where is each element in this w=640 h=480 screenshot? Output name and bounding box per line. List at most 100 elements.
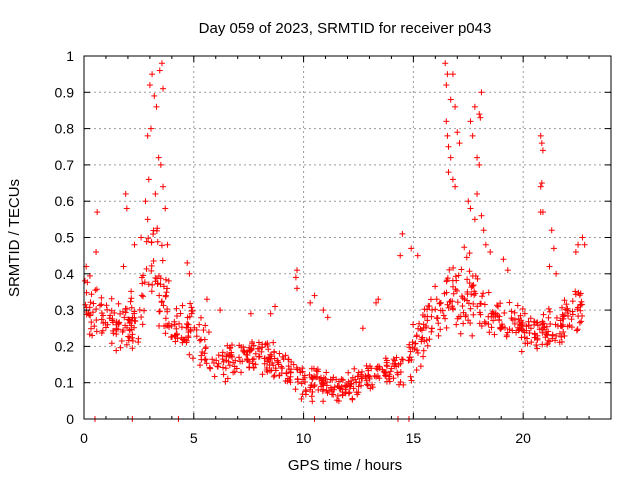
data-point xyxy=(497,325,504,332)
data-point-outlier xyxy=(452,103,459,110)
data-point xyxy=(355,389,362,396)
data-point xyxy=(87,325,94,332)
data-point xyxy=(138,274,145,281)
data-point xyxy=(184,321,191,328)
data-point xyxy=(394,371,401,378)
data-point xyxy=(261,355,268,362)
data-point xyxy=(117,310,124,317)
data-point xyxy=(561,297,568,304)
data-point xyxy=(102,324,109,331)
data-point xyxy=(113,331,120,338)
data-point xyxy=(120,327,127,334)
data-point xyxy=(319,377,326,384)
data-point xyxy=(187,327,194,334)
data-point xyxy=(417,326,424,333)
data-point xyxy=(303,388,310,395)
data-point xyxy=(297,369,304,376)
data-point xyxy=(395,361,402,368)
data-point-outlier xyxy=(307,299,314,306)
data-point xyxy=(129,334,136,341)
data-point xyxy=(428,325,435,332)
data-point xyxy=(264,358,271,365)
data-point xyxy=(219,364,226,371)
data-point xyxy=(115,321,122,328)
data-point xyxy=(546,308,553,315)
data-point xyxy=(354,373,361,380)
data-point xyxy=(405,357,412,364)
data-point xyxy=(511,316,518,323)
data-point xyxy=(406,354,413,361)
data-point xyxy=(93,306,100,313)
data-point xyxy=(160,283,167,290)
data-point-outlier xyxy=(476,161,483,168)
data-point xyxy=(283,370,290,377)
data-point xyxy=(466,268,473,275)
data-point xyxy=(579,312,586,319)
data-point xyxy=(162,315,169,322)
data-point-outlier xyxy=(445,143,452,150)
data-point xyxy=(392,360,399,367)
data-point-outlier xyxy=(272,303,279,310)
data-point xyxy=(307,386,314,393)
data-point xyxy=(93,286,100,293)
data-point xyxy=(115,300,122,307)
data-point xyxy=(410,321,417,328)
data-point xyxy=(285,356,292,363)
data-point xyxy=(545,305,552,312)
data-point xyxy=(201,356,208,363)
data-point xyxy=(557,317,564,324)
data-point xyxy=(420,347,427,354)
data-point xyxy=(252,361,259,368)
data-point-outlier xyxy=(144,216,151,223)
data-point-outlier xyxy=(452,183,459,190)
data-point xyxy=(559,323,566,330)
data-point xyxy=(461,244,468,251)
data-point xyxy=(525,322,532,329)
data-point xyxy=(299,391,306,398)
data-point xyxy=(421,306,428,313)
data-point xyxy=(420,353,427,360)
data-point xyxy=(419,311,426,318)
data-point xyxy=(482,320,489,327)
data-point xyxy=(292,386,299,393)
data-point xyxy=(139,321,146,328)
data-point xyxy=(206,364,213,371)
data-point xyxy=(342,386,349,393)
data-point xyxy=(508,315,515,322)
data-point xyxy=(515,315,522,322)
data-point xyxy=(513,329,520,336)
data-point xyxy=(89,309,96,316)
data-point-outlier xyxy=(477,114,484,121)
data-point xyxy=(366,363,373,370)
data-point xyxy=(109,319,116,326)
data-point-outlier xyxy=(324,314,331,321)
x-axis-label: GPS time / hours xyxy=(288,457,402,474)
data-point-outlier xyxy=(443,118,450,125)
data-point xyxy=(363,377,370,384)
axes xyxy=(83,55,612,420)
data-point xyxy=(176,320,183,327)
data-point-outlier xyxy=(311,292,318,299)
data-point-outlier xyxy=(487,249,494,256)
data-point xyxy=(158,298,165,305)
data-point xyxy=(518,322,525,329)
data-point xyxy=(470,300,477,307)
y-tick-label: 0.7 xyxy=(55,157,75,173)
data-point xyxy=(498,321,505,328)
data-point xyxy=(150,257,157,264)
data-point xyxy=(474,303,481,310)
data-point xyxy=(156,292,163,299)
data-point xyxy=(351,365,358,372)
data-point xyxy=(462,312,469,319)
data-point xyxy=(464,288,471,295)
data-point xyxy=(397,369,404,376)
data-point xyxy=(99,327,106,334)
data-point xyxy=(128,288,135,295)
data-point xyxy=(481,318,488,325)
data-point xyxy=(138,292,145,299)
data-point xyxy=(107,312,114,319)
data-point xyxy=(557,322,564,329)
data-point xyxy=(561,312,568,319)
data-point xyxy=(152,274,159,281)
data-point xyxy=(558,333,565,340)
